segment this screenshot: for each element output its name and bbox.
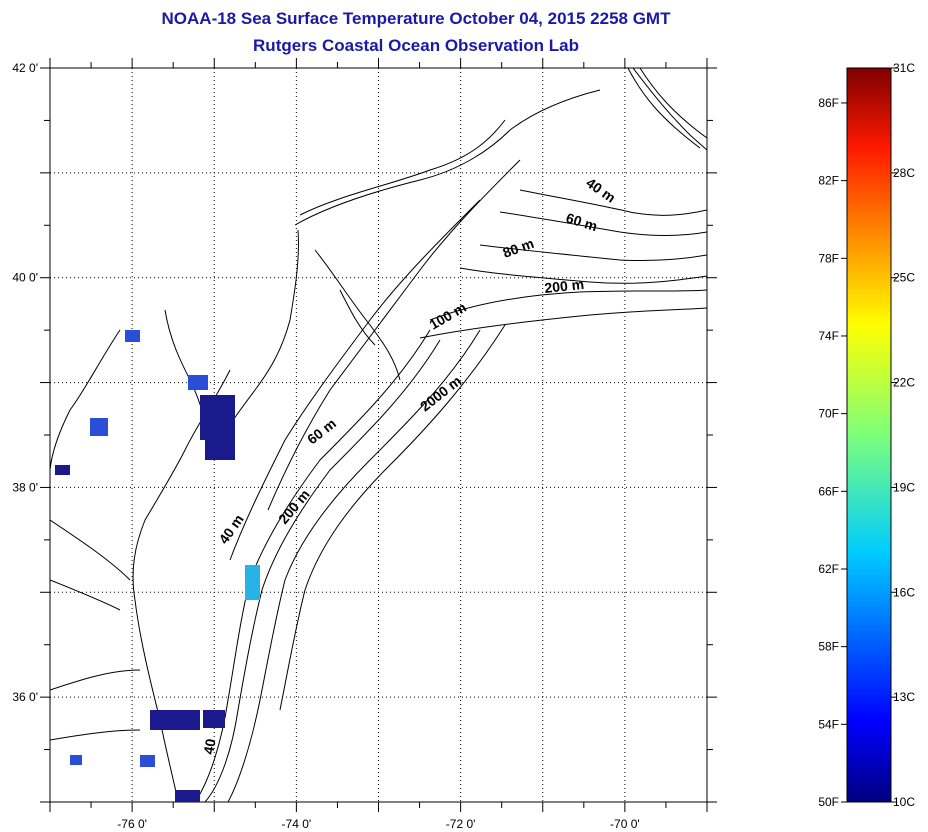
sst-patch [203, 710, 225, 728]
sst-patch [70, 755, 82, 765]
colorbar-f-label: 74F [818, 329, 839, 343]
colorbar-c-label: 10C [893, 795, 915, 809]
lat-tick-label: 36 0' [12, 690, 38, 704]
colorbar-f-label: 58F [818, 640, 839, 654]
colorbar-c-label: 22C [893, 376, 915, 390]
axis-ticks [40, 58, 717, 812]
lon-tick-label: -76 0' [117, 817, 147, 831]
sst-patch [150, 710, 200, 730]
sst-patch [175, 790, 200, 802]
sst-patch [140, 755, 155, 767]
colorbar-ticks [841, 67, 897, 803]
colorbar-f-label: 66F [818, 484, 839, 498]
colorbar-c-label: 19C [893, 480, 915, 494]
sst-patch [55, 465, 70, 475]
colorbar-f-label: 70F [818, 407, 839, 421]
map-frame [49, 67, 708, 803]
colorbar-c-label: 16C [893, 585, 915, 599]
lon-tick-label: -74 0' [282, 817, 312, 831]
sst-patch [90, 418, 108, 436]
map-title: NOAA-18 Sea Surface Temperature October … [161, 9, 671, 28]
colorbar-c-label: 13C [893, 690, 915, 704]
lon-tick-label: -72 0' [446, 817, 476, 831]
sst-patch [205, 430, 235, 460]
colorbar-f-label: 78F [818, 251, 839, 265]
colorbar-f-label: 86F [818, 96, 839, 110]
lon-tick-label: -70 0' [610, 817, 640, 831]
axis-tick-labels: -76 0' -74 0' -72 0' -70 0' 42 0' 40 0' 38 0' 3… [12, 61, 639, 831]
colorbar-f-label: 82F [818, 174, 839, 188]
lat-tick-label: 42 0' [12, 61, 38, 75]
sst-patch [188, 375, 208, 390]
colorbar-f-label: 54F [818, 717, 839, 731]
sst-patch [245, 565, 260, 600]
colorbar-f-label: 50F [818, 795, 839, 809]
sst-patches [55, 330, 260, 802]
map-subtitle: Rutgers Coastal Ocean Observation Lab [253, 36, 579, 55]
colorbar-c-label: 28C [893, 166, 915, 180]
lat-tick-label: 38 0' [12, 480, 38, 494]
graticule [50, 68, 707, 802]
sst-patch [125, 330, 140, 342]
colorbar-f-label: 62F [818, 562, 839, 576]
contour-label: 40 [200, 737, 218, 755]
colorbar [846, 67, 892, 803]
contour-label: 200 m [544, 276, 585, 296]
colorbar-c-label: 31C [893, 61, 915, 75]
colorbar-c-label: 25C [893, 271, 915, 285]
lat-tick-label: 40 0' [12, 271, 38, 285]
colorbar-labels: 86F 82F 78F 74F 70F 66F 62F 58F 54F 50F 31C 28C 25C 2… [818, 61, 915, 809]
